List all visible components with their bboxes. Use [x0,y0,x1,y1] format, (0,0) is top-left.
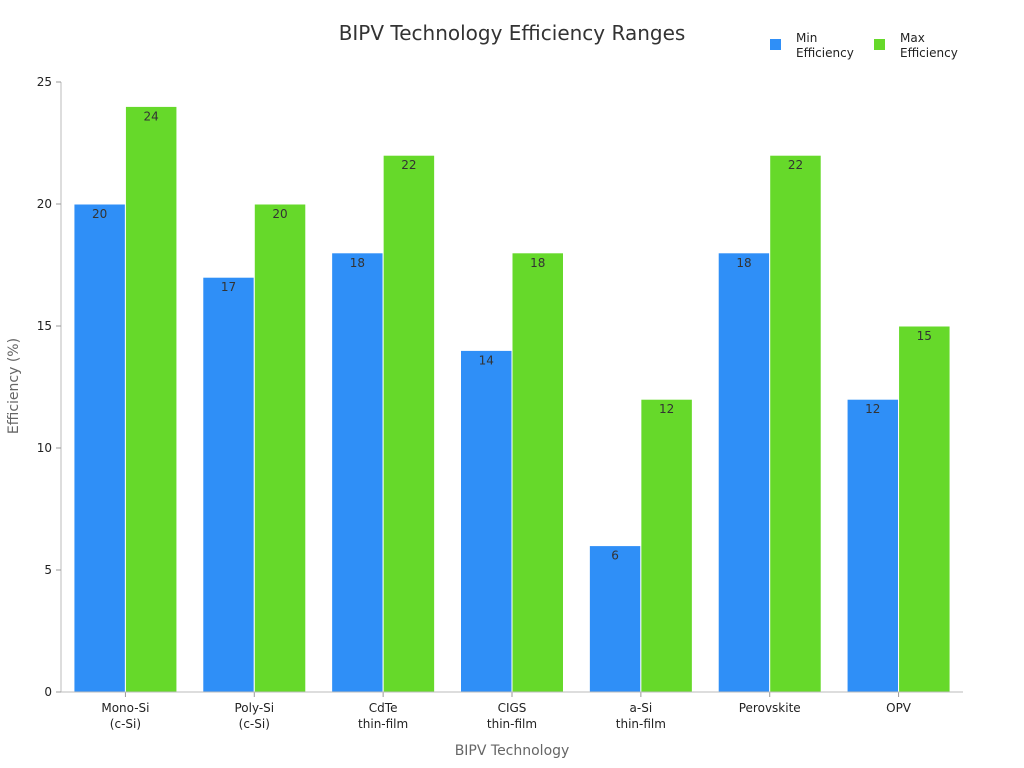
bar-value-label: 22 [788,158,803,172]
bar-value-label: 24 [144,109,159,123]
bar-value-label: 20 [92,207,107,221]
bar-max-4 [640,398,693,693]
bar-value-label: 12 [659,402,674,416]
y-tick-label: 20 [37,197,52,211]
y-tick-label: 0 [44,685,52,699]
bar-value-label: 6 [611,549,619,563]
bar-value-label: 22 [401,158,416,172]
axes-layer: Mono-Si (c-Si) Poly-Si (c-Si) CdTe thin-film C… [37,75,963,731]
bar-max-0 [124,105,178,693]
bar-min-5 [717,252,771,693]
legend-swatch-max [874,39,885,50]
bar-value-label: 17 [221,280,236,294]
bar-min-2 [331,252,384,693]
bar-value-label: 14 [479,353,494,367]
x-tick-label: Perovskite [739,701,801,715]
bar-min-3 [460,349,513,693]
bars-layer: 20 24 17 20 18 22 14 18 6 12 18 22 12 15 [73,105,951,693]
bar-max-1 [253,203,307,693]
bar-value-label: 15 [917,329,932,343]
legend-label-min: Min Efficiency [796,31,854,60]
y-tick-label: 10 [37,441,52,455]
y-tick-label: 15 [37,319,52,333]
bar-value-label: 20 [272,207,287,221]
bar-min-4 [588,545,642,693]
chart-title: BIPV Technology Efficiency Ranges [339,21,686,45]
bar-max-5 [769,154,822,693]
x-tick-label: CdTe thin-film [358,701,408,731]
bar-max-2 [382,154,436,693]
bar-value-label: 18 [736,256,751,270]
bar-max-6 [898,325,951,693]
y-tick-label: 25 [37,75,52,89]
bar-value-label: 18 [530,256,545,270]
y-axis-title: Efficiency (%) [6,338,22,434]
legend: Min Efficiency Max Efficiency [770,31,958,60]
bar-min-6 [846,398,900,693]
x-tick-label: OPV [886,701,912,715]
x-axis-title: BIPV Technology [455,743,570,759]
legend-label-max: Max Efficiency [900,31,958,60]
legend-swatch-min [770,39,781,50]
x-tick-label: Mono-Si (c-Si) [101,701,149,731]
bar-max-3 [511,252,564,693]
y-tick-label: 5 [44,563,52,577]
x-tick-label: a-Si thin-film [616,701,666,731]
bar-value-label: 12 [865,402,880,416]
bar-value-label: 18 [350,256,365,270]
x-tick-label: CIGS thin-film [487,701,537,731]
x-tick-label: Poly-Si (c-Si) [234,701,274,731]
bar-min-0 [73,203,126,693]
bar-min-1 [202,276,255,693]
